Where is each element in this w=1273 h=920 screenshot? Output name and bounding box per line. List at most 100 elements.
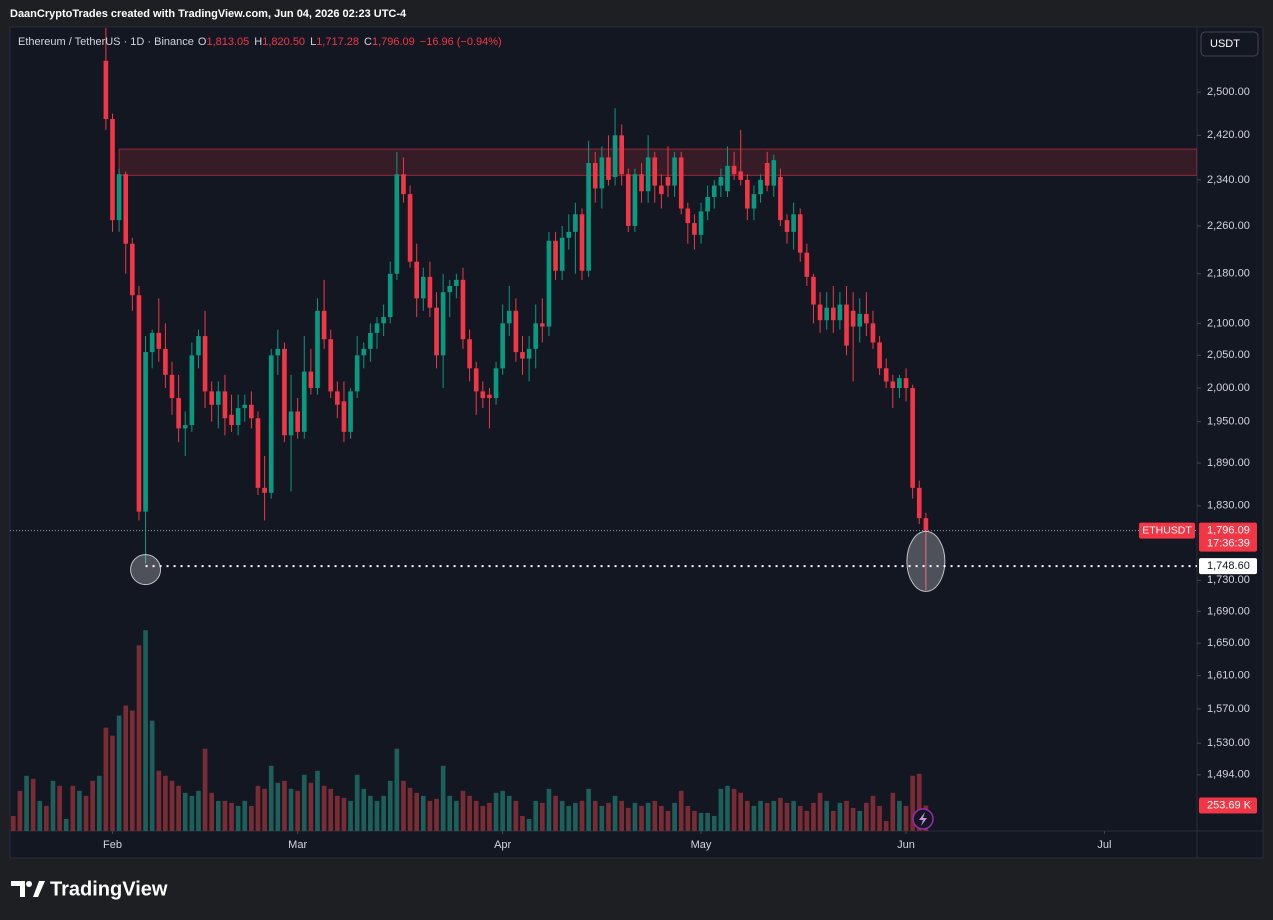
candle-body — [559, 237, 565, 271]
candle-body — [242, 404, 248, 409]
candle-body — [149, 332, 155, 353]
volume-bar — [196, 790, 201, 831]
candle-body — [533, 323, 539, 349]
volume-bar — [460, 790, 466, 831]
candle-body — [189, 355, 195, 426]
volume-bar — [500, 790, 505, 831]
candle-body — [751, 194, 757, 209]
volume-bar — [156, 770, 162, 831]
legend-value: 1,717.28 — [316, 36, 359, 48]
candle-body — [698, 211, 704, 235]
chart-panel — [9, 26, 1264, 859]
volume-bar — [24, 775, 29, 831]
volume-bar — [817, 792, 823, 831]
candle-body — [354, 355, 360, 392]
candle-body — [784, 220, 790, 232]
volume-bar — [606, 802, 611, 831]
candle-body — [222, 391, 228, 419]
volume-bar — [295, 790, 300, 831]
legend-key: H — [254, 36, 262, 48]
candle-body — [487, 394, 492, 399]
candle-body — [202, 336, 208, 392]
legend-change-pct: (−0.94%) — [457, 36, 502, 48]
logo-dot — [26, 881, 32, 887]
candle-body — [586, 162, 591, 271]
volume-bar — [447, 795, 453, 831]
volume-bar — [202, 748, 208, 831]
candle-body — [110, 118, 115, 221]
volume-bar — [791, 800, 796, 831]
legend-title: Ethereum / TetherUS · 1D · Binance — [18, 36, 194, 48]
volume-bar — [526, 818, 532, 831]
volume-bar — [321, 785, 327, 831]
volume-bar — [282, 780, 287, 831]
symbol: ETHUSDT — [1142, 524, 1192, 536]
volume-bar — [63, 818, 69, 831]
candle-body — [328, 339, 334, 392]
candle-body — [837, 304, 843, 321]
volume-bar — [473, 800, 479, 831]
candle-body — [407, 194, 413, 262]
volume-bar — [678, 790, 684, 831]
volume-bar — [857, 810, 863, 831]
volume-bar — [467, 795, 472, 831]
volume-bar — [553, 795, 558, 831]
volume-bar — [143, 630, 148, 831]
volume-bar — [374, 800, 380, 831]
candle-body — [123, 174, 129, 244]
candle-body — [830, 307, 836, 321]
legend-key: C — [364, 36, 372, 48]
candle-body — [506, 310, 512, 324]
volume-bar — [864, 802, 869, 831]
y-tick-label: 1,650.00 — [1207, 637, 1250, 649]
candle-body — [361, 348, 367, 356]
volume-bar — [764, 802, 770, 831]
y-tick-label: 2,100.00 — [1207, 317, 1250, 329]
countdown: 17:36:39 — [1207, 538, 1250, 550]
candle-body — [725, 165, 730, 192]
x-tick-label: Mar — [288, 839, 307, 851]
candle-body — [778, 177, 783, 221]
volume-bar — [130, 710, 135, 831]
candle-body — [447, 286, 453, 293]
candle-body — [692, 223, 697, 235]
candle-body — [540, 323, 545, 327]
candle-body — [599, 157, 605, 189]
alert-bolt — [919, 812, 927, 826]
volume-bar — [897, 800, 902, 831]
volume-bar — [672, 802, 677, 831]
candle-body — [632, 174, 638, 227]
volume-bar — [110, 735, 115, 831]
zone — [118, 148, 1197, 176]
candle-body — [659, 185, 664, 195]
volume-bar — [778, 797, 783, 831]
volume-bar — [262, 788, 267, 831]
candle-body — [797, 214, 803, 253]
volume-bar — [235, 805, 241, 831]
volume-bar — [328, 788, 334, 831]
legend-key: O — [198, 36, 207, 48]
candle-body — [566, 231, 572, 238]
candle-body — [500, 323, 505, 369]
legend-value: 1,813.05 — [206, 36, 249, 48]
legend: Ethereum / TetherUS · 1D · Binance O1,813… — [18, 36, 502, 48]
volume-bar — [361, 788, 367, 831]
volume-bar — [242, 800, 248, 831]
volume-bar — [255, 785, 261, 831]
volume-bar — [381, 795, 386, 831]
candle-body — [619, 135, 624, 175]
candle-body — [910, 388, 915, 488]
volume-bar — [70, 785, 76, 831]
volume-bar — [731, 788, 737, 831]
currency[interactable]: USDT — [1210, 38, 1240, 50]
x-tick-label: Jun — [897, 839, 915, 851]
volume-bar — [837, 802, 843, 831]
volume-bar — [354, 774, 360, 831]
candle-body — [791, 214, 796, 232]
candle-body — [434, 307, 439, 356]
level-tag-label: 1,748.60 — [1207, 560, 1250, 572]
candle-body — [275, 348, 281, 356]
currency-button[interactable] — [1200, 31, 1259, 57]
candle-body — [625, 174, 631, 227]
candle-body — [308, 371, 314, 389]
